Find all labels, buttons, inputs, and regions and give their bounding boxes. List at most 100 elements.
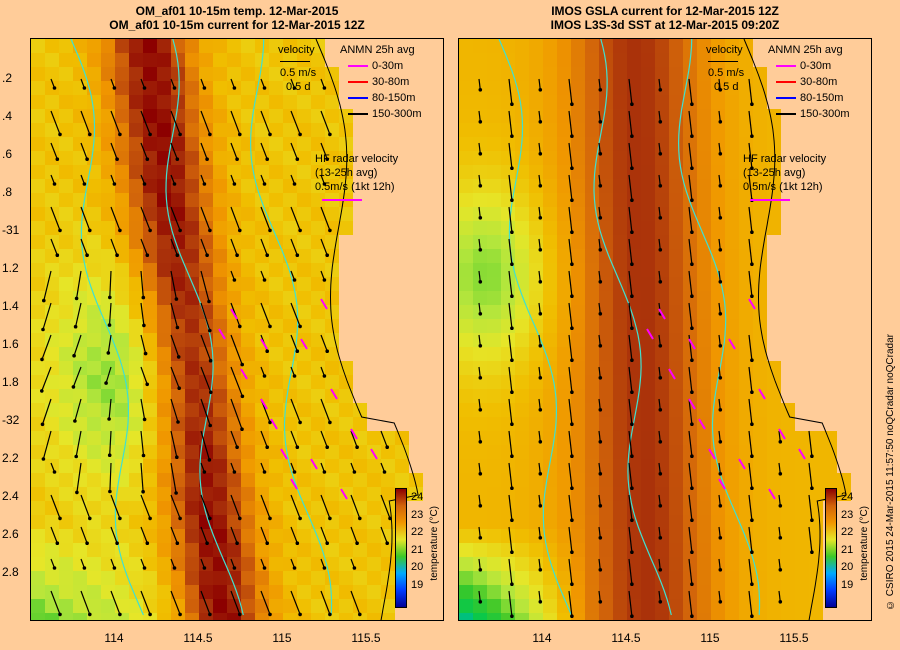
sst-cell [353,431,367,445]
current-arrow [140,430,145,456]
left-map-panel [30,38,444,621]
sst-cell [339,179,353,193]
sst-cell [45,123,59,137]
sst-cell [655,249,669,263]
sst-cell [185,543,199,557]
sst-cell [213,403,227,417]
sst-cell [241,529,255,543]
sst-cell [809,557,823,571]
sst-cell [669,319,683,333]
current-arrow [350,526,358,544]
sst-cell [641,109,655,123]
sst-cell [367,473,381,487]
sst-cell [585,235,599,249]
sst-cell [241,319,255,333]
sst-cell [515,599,529,613]
sst-cell [473,277,487,291]
arrow-head [148,612,152,617]
current-arrow [538,238,541,250]
sst-cell [459,165,473,179]
sst-cell [725,445,739,459]
sst-cell [571,263,585,277]
sst-cell [73,515,87,529]
sst-cell [543,235,557,249]
sst-cell [213,179,227,193]
sst-cell [641,417,655,431]
hf-radar-arrow [688,398,696,410]
current-arrow [508,334,513,361]
current-arrow [568,110,573,137]
sst-cell [325,179,339,193]
sst-cell [641,67,655,81]
sst-cell [297,291,311,305]
arrow-head [598,600,603,604]
current-arrow [658,206,661,218]
sst-cell [297,571,311,585]
sst-cell [711,389,725,403]
current-arrow [718,558,721,570]
current-arrow [778,494,781,506]
sst-cell [487,487,501,501]
sst-cell [353,613,367,620]
sst-cell [683,291,697,305]
sst-cell [529,123,543,137]
sst-cell [529,263,543,277]
sst-cell [59,193,73,207]
current-arrow [688,526,693,553]
sst-cell [199,193,213,207]
sst-cell [571,487,585,501]
sst-cell [171,431,185,445]
sst-cell [339,529,353,543]
sst-cell [683,487,697,501]
sst-cell [213,305,227,319]
arrow-head [174,491,178,495]
sst-cell [711,557,725,571]
current-arrow [290,302,301,327]
arrow-head [510,294,514,298]
arrow-head [85,253,89,257]
hf-radar-arrow [688,338,696,350]
sst-cell [459,179,473,193]
arrow-head [141,489,145,494]
current-arrow [170,526,178,544]
sst-cell [599,165,613,179]
sst-cell [641,431,655,445]
sst-cell [837,487,851,501]
sst-cell [795,487,809,501]
sst-cell [585,431,599,445]
sst-cell [627,459,641,473]
current-arrow [478,558,481,570]
current-arrow [508,270,513,297]
arrow-head [82,566,87,570]
sst-cell [585,249,599,263]
sst-cell [641,277,655,291]
arrow-head [718,216,723,220]
arrow-head [718,568,723,572]
sst-cell [45,319,59,333]
sst-cell [129,459,143,473]
arrow-head [268,612,272,617]
sst-cell [367,487,381,501]
sst-cell [683,39,697,53]
arrow-head [240,362,244,367]
sst-cell [585,543,599,557]
sst-cell [697,445,711,459]
sst-cell [711,67,725,81]
sst-cell [655,193,669,207]
arrow-head [630,262,634,266]
current-arrow [718,462,721,474]
sst-cell [753,543,767,557]
sst-cell [185,389,199,403]
current-arrow [200,494,211,519]
sst-cell [557,515,571,529]
sst-cell [795,543,809,557]
sst-cell [213,487,227,501]
sst-cell [143,571,157,585]
current-arrow [748,366,753,393]
sst-cell [227,347,241,361]
sst-cell [585,263,599,277]
sst-cell [725,613,739,620]
sst-cell [655,207,669,221]
sst-cell [101,501,115,515]
sst-cell [171,529,185,543]
